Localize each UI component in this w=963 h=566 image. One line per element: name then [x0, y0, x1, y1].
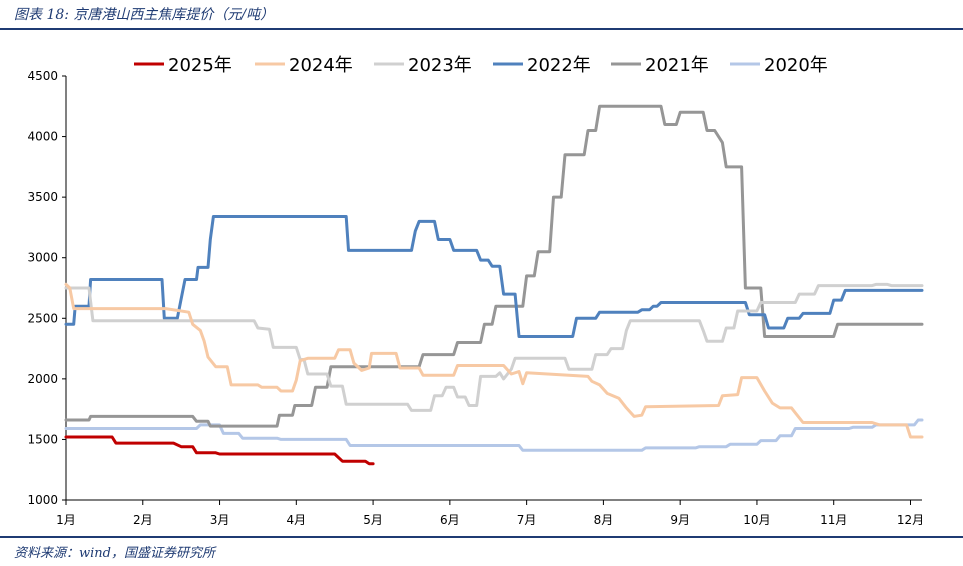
- axes: 1000 1500 2000 2500 3000 3500 4000 4500 1月 2月 3月 4月…: [27, 69, 924, 527]
- source-note: 资料来源：wind，国盛证券研究所: [14, 546, 215, 561]
- x-tick-label: 11月: [820, 513, 847, 527]
- legend-label-2025年: 2025年: [168, 55, 232, 76]
- series-line-2021年: [64, 104, 924, 428]
- chart-title: 图表 18: 京唐港山西主焦库提价（元/吨）: [14, 7, 275, 23]
- y-tick-label: 1500: [27, 432, 58, 446]
- series-line-2020年: [64, 418, 924, 452]
- legend-label-2024年: 2024年: [289, 55, 353, 76]
- x-tick-label: 12月: [897, 513, 924, 527]
- legend: 2025年 2024年 2023年 2022年 2021年 2020年: [134, 55, 828, 76]
- x-tick-label: 9月: [670, 513, 690, 527]
- header-divider: [0, 28, 963, 30]
- x-tick-label: 2月: [133, 513, 153, 527]
- series-line-2022年: [64, 215, 924, 338]
- series-line-2025年: [64, 435, 375, 466]
- series-line-2023年: [64, 282, 924, 412]
- y-tick-label: 1000: [27, 493, 58, 507]
- legend-label-2021年: 2021年: [645, 55, 709, 76]
- x-tick-label: 3月: [210, 513, 230, 527]
- y-tick-label: 4500: [27, 69, 58, 83]
- legend-label-2023年: 2023年: [408, 55, 472, 76]
- x-tick-label: 1月: [56, 513, 76, 527]
- y-tick-label: 2000: [27, 372, 58, 386]
- footer-divider: [0, 536, 963, 538]
- x-tick-label: 8月: [594, 513, 614, 527]
- legend-label-2020年: 2020年: [764, 55, 828, 76]
- x-tick-label: 10月: [743, 513, 770, 527]
- legend-label-2022年: 2022年: [527, 55, 591, 76]
- x-tick-label: 6月: [440, 513, 460, 527]
- y-tick-label: 3500: [27, 190, 58, 204]
- y-tick-label: 3000: [27, 251, 58, 265]
- x-tick-label: 5月: [363, 513, 383, 527]
- x-tick-label: 7月: [517, 513, 537, 527]
- series-line-2024年: [64, 282, 924, 439]
- y-tick-label: 2500: [27, 311, 58, 325]
- series-lines: [64, 104, 924, 466]
- y-tick-label: 4000: [27, 130, 58, 144]
- x-tick-label: 4月: [286, 513, 306, 527]
